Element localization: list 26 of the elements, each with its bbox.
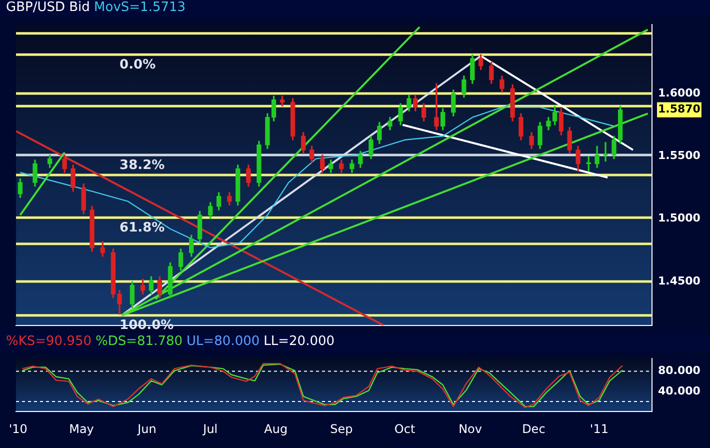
x-tick-label: Nov: [458, 422, 482, 436]
x-tick-label: Dec: [522, 422, 546, 436]
y-tick-label: 1.4500: [658, 274, 701, 288]
series-label: %DS=81.780: [96, 334, 183, 349]
x-tick-label: '11: [590, 422, 608, 436]
x-tick-label: Jun: [136, 422, 156, 436]
x-tick-label: Jul: [202, 422, 218, 436]
x-tick-label: Aug: [264, 422, 288, 436]
chart-title: GBP/USD Bid: [6, 0, 91, 15]
y-tick-label: 1.5870: [658, 102, 701, 116]
text: LL=20.000: [264, 334, 335, 349]
x-tick-label: '10: [8, 422, 28, 436]
series-label: %KS=90.950: [6, 334, 92, 349]
x-tick-label: May: [69, 422, 94, 436]
annotation: 38.2%: [120, 158, 165, 173]
text: MovS=1.5713: [94, 0, 186, 15]
y-tick-label: 80.000: [658, 364, 701, 378]
text: UL=80.000: [186, 334, 260, 349]
y-tick-label: 40.000: [658, 384, 701, 398]
y-tick-label: 1.5500: [658, 149, 701, 162]
annotation: 0.0%: [120, 58, 156, 73]
x-tick-label: Sep: [330, 422, 353, 436]
y-tick-label: 1.5000: [658, 212, 701, 225]
annotation: 61.8%: [120, 220, 165, 236]
y-tick-label: 1.6000: [658, 86, 701, 100]
x-tick-label: Oct: [394, 422, 416, 436]
